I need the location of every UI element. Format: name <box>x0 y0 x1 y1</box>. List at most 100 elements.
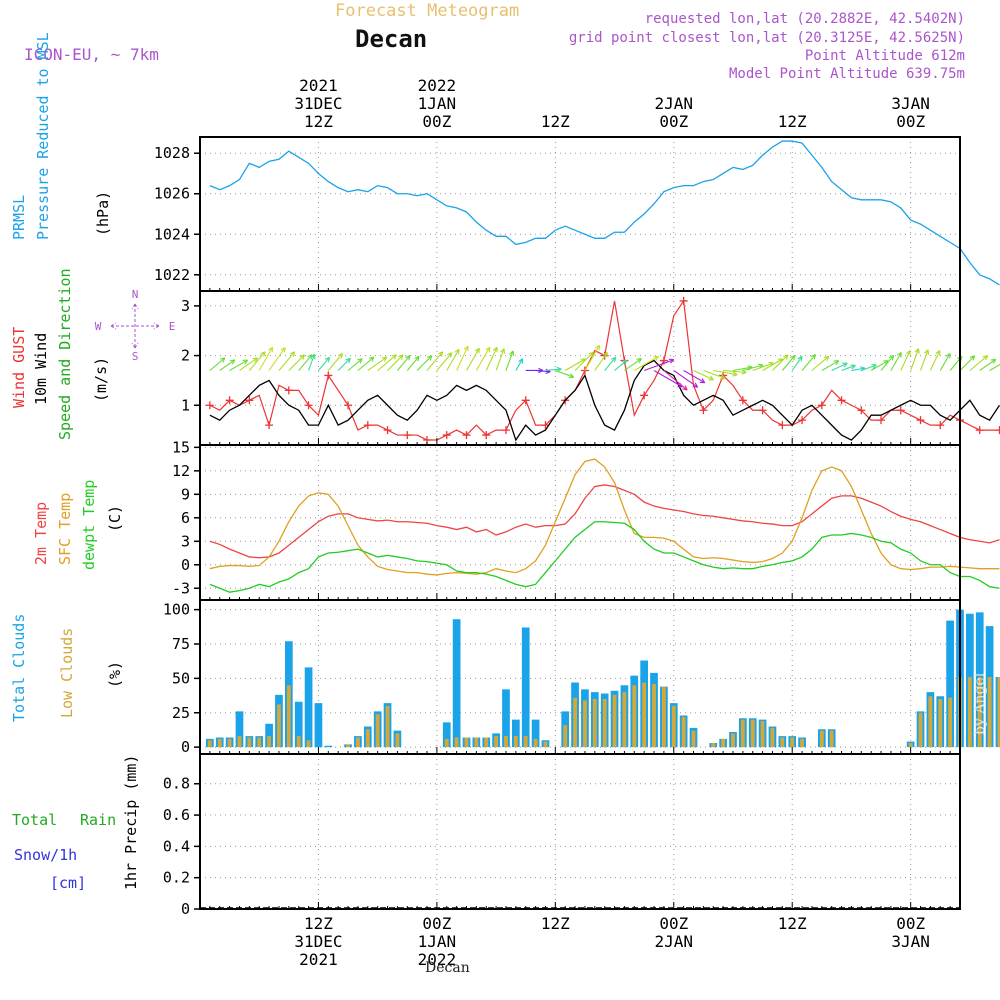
wind-arrow <box>426 351 444 371</box>
low-cloud-bar <box>217 738 222 748</box>
low-cloud-bar <box>385 705 390 748</box>
wind-arrow <box>979 358 997 371</box>
requested-point: requested lon,lat (20.2882E, 42.5402N) <box>645 11 965 27</box>
total-cloud-bar <box>324 745 333 748</box>
wind-arrowhead <box>500 348 506 354</box>
point-altitude: Point Altitude 612m <box>805 48 965 64</box>
gust-marker <box>383 426 392 435</box>
wind-arrow <box>939 353 951 371</box>
time-label-top: 3JAN <box>891 94 930 113</box>
wind-arrowhead <box>653 355 659 361</box>
panel-frame <box>199 290 961 446</box>
low-cloud-bar <box>277 704 281 748</box>
wind-arrow <box>920 349 929 371</box>
low-cloud-bar <box>504 736 508 748</box>
label-prmsl: PRMSL <box>10 195 28 240</box>
gust-marker <box>482 431 491 440</box>
compass-s: S <box>132 350 139 363</box>
low-cloud-bar <box>247 737 252 748</box>
wind-arrow <box>653 370 683 388</box>
wind-arrowhead <box>797 355 803 362</box>
time-label-top: 2021 <box>299 76 338 95</box>
gust-marker <box>857 406 866 415</box>
wind-arrow <box>693 369 714 381</box>
time-label-bottom: 00Z <box>659 914 688 933</box>
y-tick-label: 1024 <box>154 225 190 243</box>
axis-layer: 1022102410261028123-30369121502550751000… <box>154 76 951 969</box>
wind-arrowhead <box>621 359 628 365</box>
sfc-temp-line <box>209 458 1000 576</box>
wind-arrowhead <box>492 346 498 353</box>
label-hpa: (hPa) <box>94 191 112 236</box>
low-cloud-bar <box>829 730 834 748</box>
time-label-bottom: 2022 <box>418 950 457 969</box>
wind-arrowhead <box>437 351 444 357</box>
time-label-top: 00Z <box>896 112 925 131</box>
wind-arrow <box>801 354 816 371</box>
compass-cross <box>110 303 160 349</box>
gust-marker <box>245 396 254 405</box>
wind-arrow <box>861 364 877 372</box>
label-celsius: (C) <box>106 505 124 532</box>
time-label-bottom: 12Z <box>541 914 570 933</box>
low-cloud-bar <box>355 737 360 748</box>
low-cloud-bar <box>484 737 489 748</box>
label-wind-gust: Wind GUST <box>10 327 28 408</box>
wind-arrow <box>752 362 774 372</box>
label-cm: [cm] <box>50 874 86 892</box>
low-cloud-bar <box>760 721 765 748</box>
wind-arrowhead <box>463 345 469 352</box>
wind-arrowhead <box>692 382 699 388</box>
wind-arrow <box>969 355 988 371</box>
wind-arrowhead <box>414 355 420 362</box>
wind-arrowhead <box>732 371 738 377</box>
wind-arrowhead <box>219 357 226 363</box>
wind-arrow <box>535 369 551 373</box>
wind-arrowhead <box>982 355 989 361</box>
time-label-bottom: 00Z <box>896 914 925 933</box>
pressure-line <box>209 140 1000 286</box>
low-cloud-bar <box>494 736 499 748</box>
gust-marker <box>501 426 510 435</box>
gust-marker <box>837 396 846 405</box>
y-tick-label: 1026 <box>154 185 190 203</box>
temp-labels: 2m Temp SFC Temp dewpt Temp (C) <box>32 480 124 570</box>
total-cloud-bar <box>235 711 244 748</box>
wind-arrowhead <box>888 354 895 361</box>
low-cloud-bar <box>918 712 923 748</box>
wind-arrowhead <box>945 353 951 359</box>
low-cloud-bar <box>583 700 587 748</box>
total-cloud-bar <box>521 627 530 748</box>
low-cloud-bar <box>691 730 696 748</box>
wind-arrowhead <box>668 358 675 364</box>
gust-marker <box>580 366 589 375</box>
low-cloud-bar <box>997 677 1000 748</box>
wind-arrow <box>772 354 789 371</box>
grid-layer <box>200 137 960 910</box>
label-1hr-precip: 1hr Precip (mm) <box>122 755 140 890</box>
wind-arrowhead <box>229 359 236 365</box>
wind-arrow <box>229 359 248 371</box>
wind-arrow <box>466 348 480 371</box>
wind-arrowhead <box>588 351 594 358</box>
wind-arrowhead <box>610 356 617 363</box>
gust-marker <box>304 401 313 410</box>
wind-arrowhead <box>426 355 433 361</box>
wind-arrowhead <box>850 364 856 370</box>
location-title: Decan <box>355 25 427 53</box>
time-label-bottom: 12Z <box>778 914 807 933</box>
low-cloud-bar <box>780 737 785 748</box>
wind-arrowhead <box>337 353 343 359</box>
wind-arrow <box>209 357 226 371</box>
low-cloud-bar <box>592 699 597 748</box>
wind-arrow <box>762 358 783 371</box>
label-total-clouds: Total Clouds <box>10 614 28 722</box>
wind-arrow <box>604 356 617 371</box>
wind-arrowhead <box>595 344 601 351</box>
low-cloud-bar <box>790 737 795 748</box>
y-tick-label: 15 <box>172 438 190 456</box>
wind-arrowhead <box>289 351 296 357</box>
low-cloud-bar <box>681 716 686 748</box>
y-tick-label: 0.8 <box>163 775 190 793</box>
wind-arrow <box>841 364 856 372</box>
